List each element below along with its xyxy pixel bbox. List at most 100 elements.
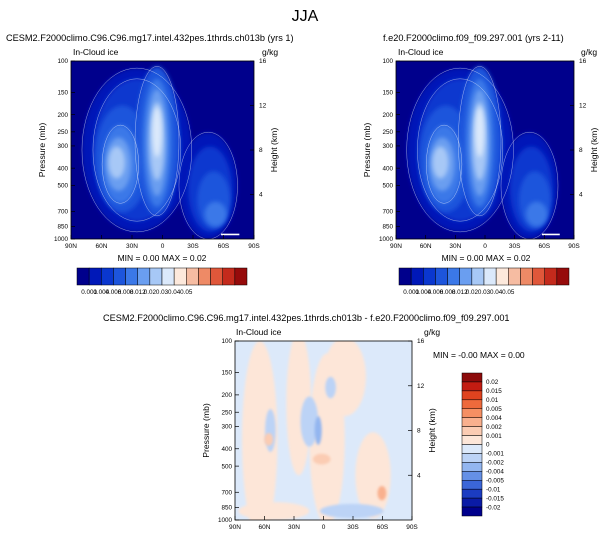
panel-model-colorbar-box <box>222 267 236 286</box>
panel-diff-colorbar-label: 0.001 <box>486 433 502 440</box>
contour-line <box>426 124 463 204</box>
panel-diff-colorbar-box <box>461 372 483 383</box>
contour-level <box>265 409 276 452</box>
contour-level <box>312 453 331 465</box>
panel-diff-x-tick-label: 90N <box>229 524 241 531</box>
panel-diff-stats: MIN = -0.00 MAX = 0.00 <box>433 350 525 360</box>
panel-diff-colorbar-box <box>461 390 483 401</box>
panel-diff-colorbar-box <box>461 408 483 418</box>
panel-obs-colorbar-box <box>459 267 473 286</box>
panel-obs-colorbar-box <box>471 267 485 286</box>
panel-obs-colorbar-label: 0.006 <box>428 289 444 296</box>
panel-model-colorbar-label: 0.012 <box>130 289 146 296</box>
contour-line <box>92 78 182 222</box>
panel-model-y2-tick-label: 8 <box>259 147 263 154</box>
panel-obs-y-tick-label: 500 <box>382 183 393 190</box>
contour-level <box>242 341 278 520</box>
panel-model-y-tick-label: 250 <box>57 129 68 136</box>
panel-model-colorbar-box <box>101 267 114 286</box>
panel-model-y-tick-label: 400 <box>57 165 68 172</box>
panel-diff-colorbar-box <box>461 426 483 436</box>
panel-obs-x-tick-label: 60S <box>539 243 551 250</box>
panel-diff-y-tick-label: 100 <box>221 338 232 345</box>
panel-obs-y-tick-label: 400 <box>382 165 393 172</box>
panel-diff-y2-tick-label: 8 <box>417 428 421 435</box>
contour-level <box>238 502 310 520</box>
panel-obs-y-tick-label: 200 <box>382 112 393 119</box>
panel-diff-colorbar-label: -0.01 <box>486 486 501 493</box>
contour-line <box>417 78 504 222</box>
panel-model: CESM2.F2000climo.C96.C96.mg17.intel.432p… <box>6 33 294 296</box>
panel-diff-colorbar-box <box>461 417 483 427</box>
contour-line <box>178 131 238 239</box>
panel-obs-variable: In-Cloud ice <box>398 47 444 57</box>
panel-diff-title: CESM2.F2000climo.C96.C96.mg17.intel.432p… <box>103 313 510 323</box>
panel-model-y-tick-label: 850 <box>57 224 68 231</box>
panel-model-contour-field <box>71 61 254 239</box>
panel-diff-x-tick-label: 0 <box>322 524 326 531</box>
panel-obs-colorbar-box <box>544 267 558 286</box>
panel-diff-y-tick-label: 200 <box>221 392 232 399</box>
panel-model-colorbar-box <box>234 267 248 286</box>
panel-diff-y-tick-label: 250 <box>221 409 232 416</box>
panel-obs-y2-tick-label: 12 <box>579 103 587 110</box>
panel-diff-colorbar-label: 0 <box>486 442 490 449</box>
contour-level <box>475 107 485 158</box>
panel-obs-x-tick-label: 90N <box>390 243 402 250</box>
panel-obs-y2-tick-label: 16 <box>579 58 587 65</box>
panel-model-ylabel: Pressure (mb) <box>37 123 47 178</box>
panel-model-title: CESM2.F2000climo.C96.C96.mg17.intel.432p… <box>6 33 294 43</box>
panel-model-y-tick-label: 1000 <box>54 236 69 243</box>
surface-mask <box>541 233 560 236</box>
panel-model-y2-tick-label: 4 <box>259 192 263 199</box>
panel-diff-y-tick-label: 300 <box>221 424 232 431</box>
panel-model-colorbar-box <box>76 267 90 286</box>
panel-diff-x-tick-label: 60N <box>259 524 271 531</box>
panel-diff-variable: In-Cloud ice <box>236 327 282 337</box>
panel-model-colorbar-box <box>161 267 175 286</box>
panel-obs-x-tick-label: 30S <box>509 243 521 250</box>
panel-model-colorbar-label: 0.05 <box>180 289 193 296</box>
panel-diff-colorbar-label: 0.004 <box>486 415 502 422</box>
panel-model-x-tick-label: 0 <box>161 243 165 250</box>
panel-obs-title: f.e20.F2000climo.f09_f09.297.001 (yrs 2-… <box>383 33 564 43</box>
panel-diff-colorbar-label: 0.01 <box>486 397 499 404</box>
panel-model-y-tick-label: 500 <box>57 183 68 190</box>
contour-level <box>432 146 449 179</box>
panel-obs-colorbar-box <box>483 267 497 286</box>
panel-obs-colorbar-box <box>508 267 521 286</box>
panel-obs-colorbar-box <box>410 267 424 286</box>
panel-obs-y-tick-label: 850 <box>382 224 393 231</box>
contour-level <box>525 201 548 227</box>
panel-obs-y2-tick-label: 8 <box>579 147 583 154</box>
panel-diff-colorbar-label: -0.002 <box>486 460 504 467</box>
panel-diff-contour-field <box>235 341 412 520</box>
panel-diff-colorbar-label: 0.02 <box>486 379 499 386</box>
panel-diff-colorbar-label: -0.005 <box>486 477 504 484</box>
panel-diff-y-tick-label: 700 <box>221 489 232 496</box>
contour-level <box>314 416 322 445</box>
panel-diff-x-tick-label: 60S <box>377 524 389 531</box>
panel-obs-colorbar-box <box>423 267 436 286</box>
panel-diff-colorbar-box <box>461 453 483 463</box>
panel-model-axes: 90N 60N 30N 0 30S 60S 90S 100 150 200 250 300 400 500… <box>37 58 279 250</box>
contour-level <box>152 107 162 158</box>
panel-model-y-tick-label: 100 <box>57 58 68 65</box>
panel-model-y-tick-label: 300 <box>57 143 68 150</box>
panel-obs-y-tick-label: 300 <box>382 143 393 150</box>
panel-diff-x-tick-label: 30N <box>288 524 300 531</box>
panel-diff-units: g/kg <box>424 327 440 337</box>
panel-obs-colorbar-label: 0.012 <box>452 289 468 296</box>
contour-level <box>264 433 274 446</box>
panel-diff-colorbar-box <box>461 506 483 517</box>
panel-obs-y2label: Height (km) <box>589 128 599 173</box>
panel-obs-colorbar-box <box>398 267 412 286</box>
panel-model-colorbar-label: 0.02 <box>144 289 157 296</box>
panel-diff-colorbar-label: 0.005 <box>486 406 502 413</box>
panel-diff-y2-tick-label: 12 <box>417 383 425 390</box>
contour-level <box>323 341 366 417</box>
panel-model-variable: In-Cloud ice <box>73 47 119 57</box>
contour-line <box>500 131 559 239</box>
panel-obs: f.e20.F2000climo.f09_f09.297.001 (yrs 2-… <box>362 33 599 296</box>
panel-obs-y-tick-label: 250 <box>382 129 393 136</box>
